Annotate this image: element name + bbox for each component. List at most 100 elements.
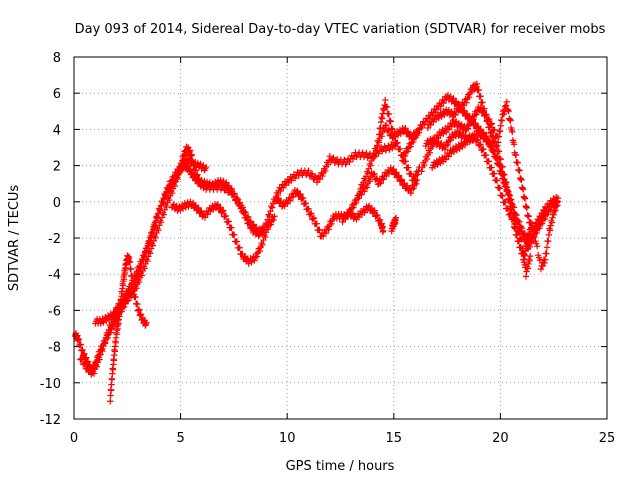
data-point-interp xyxy=(442,156,450,163)
data-point-interp xyxy=(487,142,495,150)
data-point-interp xyxy=(476,141,483,149)
data-point-interp xyxy=(174,175,181,183)
data-point xyxy=(507,196,515,203)
data-point-interp xyxy=(549,202,557,210)
data-point-interp xyxy=(242,208,249,216)
data-point xyxy=(522,273,530,280)
data-point-interp xyxy=(506,116,514,123)
data-point-interp xyxy=(299,194,307,202)
data-point-interp xyxy=(410,185,417,192)
data-point-interp xyxy=(77,341,84,348)
data-point-interp xyxy=(426,115,433,122)
data-point-interp xyxy=(516,218,523,226)
data-point-interp xyxy=(502,180,509,188)
data-point xyxy=(326,152,334,160)
series-track-13 xyxy=(422,127,562,273)
data-point-interp xyxy=(473,111,480,118)
data-point-interp xyxy=(82,354,90,361)
data-point-interp xyxy=(479,146,486,153)
data-point-interp xyxy=(201,214,209,221)
series-track-1 xyxy=(71,139,400,375)
data-point-interp xyxy=(507,117,514,124)
y-tick-label: -4 xyxy=(48,268,61,283)
data-point-interp xyxy=(374,211,381,219)
data-point xyxy=(463,99,470,106)
data-point-interp xyxy=(75,335,83,343)
data-point xyxy=(392,214,400,221)
data-point-interp xyxy=(402,125,409,132)
series-track-7 xyxy=(339,202,387,236)
data-point-interp xyxy=(225,182,233,189)
data-point xyxy=(463,111,470,119)
data-point-interp xyxy=(355,195,362,202)
data-point-interp xyxy=(434,106,442,113)
data-point-interp xyxy=(464,125,472,132)
data-point xyxy=(399,157,406,164)
data-point-interp xyxy=(245,213,252,220)
data-point-interp xyxy=(81,359,89,367)
data-point xyxy=(313,179,321,186)
data-point-interp xyxy=(93,363,101,370)
data-point xyxy=(473,80,481,87)
data-point-interp xyxy=(551,195,559,203)
data-point-interp xyxy=(316,175,323,183)
data-point xyxy=(518,236,525,243)
data-point-interp xyxy=(455,101,463,108)
data-point-interp xyxy=(510,141,518,148)
data-point-interp xyxy=(410,138,417,146)
data-point-interp xyxy=(125,297,132,304)
data-point-interp xyxy=(530,234,538,241)
data-point-interp xyxy=(505,188,512,196)
data-point xyxy=(382,96,389,104)
data-point-interp xyxy=(521,195,529,202)
data-point-interp xyxy=(142,320,150,328)
data-point-interp xyxy=(423,118,431,125)
data-point-interp xyxy=(378,113,385,121)
data-point-interp xyxy=(382,121,390,129)
data-point-interp xyxy=(524,265,532,272)
data-point-interp xyxy=(391,133,398,140)
data-point xyxy=(339,218,346,226)
data-point-interp xyxy=(387,118,394,125)
data-point xyxy=(271,213,278,220)
data-point-interp xyxy=(132,293,139,301)
data-point xyxy=(418,168,425,175)
data-point-interp xyxy=(520,186,527,193)
data-point-interp xyxy=(376,216,384,223)
data-point-interp xyxy=(197,208,204,216)
data-point xyxy=(377,118,385,126)
data-point-interp xyxy=(150,220,158,228)
data-point-interp xyxy=(513,211,520,219)
data-point-interp xyxy=(545,238,552,245)
data-point-interp xyxy=(547,222,554,229)
data-point-interp xyxy=(458,104,465,111)
data-point xyxy=(382,122,389,129)
data-point-interp xyxy=(421,161,428,169)
data-point-interp xyxy=(526,243,534,251)
data-point-interp xyxy=(107,323,114,330)
data-point xyxy=(533,229,540,237)
data-point-interp xyxy=(135,278,143,286)
data-point-interp xyxy=(127,265,135,273)
data-point-interp xyxy=(296,191,303,199)
data-point-interp xyxy=(499,172,507,179)
data-point-interp xyxy=(231,190,238,197)
data-point-interp xyxy=(361,177,369,184)
data-point-interp xyxy=(491,138,498,146)
data-point-interp xyxy=(496,185,503,192)
y-tick-label: 4 xyxy=(53,123,61,138)
data-point-interp xyxy=(491,148,498,155)
data-point-interp xyxy=(144,257,151,265)
data-point-interp xyxy=(538,220,546,227)
y-tick-label: -6 xyxy=(48,304,61,319)
data-point-interp xyxy=(277,197,285,205)
data-point-interp xyxy=(270,216,277,224)
data-point-interp xyxy=(284,200,291,207)
data-point-interp xyxy=(249,222,256,229)
data-point-interp xyxy=(477,141,484,148)
data-point-interp xyxy=(295,172,302,179)
x-axis-label: GPS time / hours xyxy=(286,459,395,474)
data-point-interp xyxy=(404,128,412,135)
data-point-interp xyxy=(405,164,412,171)
series-track-3 xyxy=(92,143,267,327)
